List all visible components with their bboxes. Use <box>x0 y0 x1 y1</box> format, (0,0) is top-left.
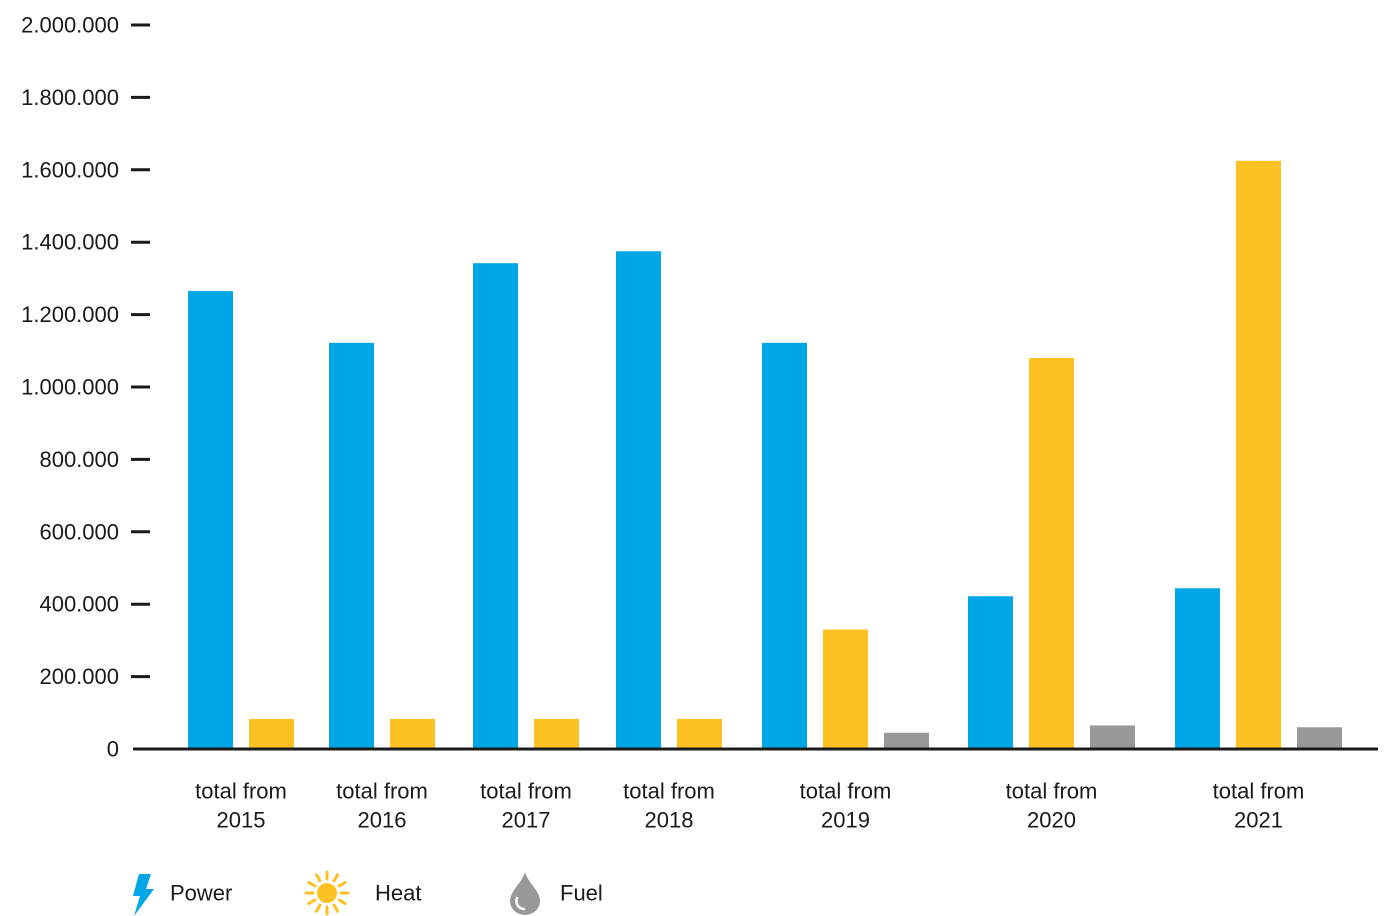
y-tick-label: 1.000.000 <box>21 375 119 400</box>
x-tick-label: 2016 <box>358 808 407 833</box>
y-tick-label: 400.000 <box>39 592 119 617</box>
bar-heat-2018 <box>677 718 722 749</box>
y-tick-label: 1.800.000 <box>21 85 119 110</box>
bar-power-2020 <box>968 596 1013 749</box>
bar-fuel-2021 <box>1297 727 1342 749</box>
bar-heat-2021 <box>1236 160 1281 749</box>
y-tick-label: 200.000 <box>39 664 119 689</box>
x-tick-label: total from <box>623 779 715 804</box>
y-tick-label: 0 <box>107 737 119 762</box>
x-tick-label: total from <box>800 779 892 804</box>
y-tick-label: 2.000.000 <box>21 13 119 38</box>
x-tick-label: 2015 <box>217 808 266 833</box>
x-tick-label: 2021 <box>1234 808 1283 833</box>
y-tick-label: 1.600.000 <box>21 157 119 182</box>
sun-icon <box>304 870 350 916</box>
legend-item-heat: Heat <box>304 870 421 916</box>
bar-power-2018 <box>616 251 661 749</box>
x-tick-label: total from <box>1213 779 1305 804</box>
y-tick-label: 1.400.000 <box>21 230 119 255</box>
category-labels: total from 2015 total from 2016 total from 20… <box>195 779 1304 833</box>
x-tick-label: 2019 <box>821 808 870 833</box>
bar-power-2021 <box>1175 588 1220 749</box>
legend-label: Fuel <box>560 881 603 906</box>
x-tick-label: total from <box>480 779 572 804</box>
legend-label: Power <box>170 881 232 906</box>
x-tick-label: total from <box>1006 779 1098 804</box>
bar-power-2017 <box>473 263 518 749</box>
bar-power-2019 <box>762 342 807 749</box>
legend-item-fuel: Fuel <box>510 872 603 915</box>
x-tick-label: 2020 <box>1027 808 1076 833</box>
legend: Power Heat Fuel <box>133 870 603 916</box>
legend-item-power: Power <box>133 874 232 916</box>
legend-label: Heat <box>375 881 421 906</box>
x-tick-label: total from <box>336 779 428 804</box>
droplet-icon <box>510 872 540 915</box>
y-tick-label: 800.000 <box>39 447 119 472</box>
bar-heat-2016 <box>390 718 435 749</box>
x-tick-label: 2018 <box>645 808 694 833</box>
bar-heat-2017 <box>534 718 579 749</box>
x-tick-label: 2017 <box>502 808 551 833</box>
y-tick-label: 600.000 <box>39 519 119 544</box>
bar-fuel-2019 <box>884 732 929 749</box>
y-axis: 0 200.000 400.000 600.000 800.000 1.000.000 1.… <box>21 13 150 762</box>
bar-power-2015 <box>188 291 233 749</box>
bar-heat-2019 <box>823 629 868 749</box>
y-tick-label: 1.200.000 <box>21 302 119 327</box>
lightning-bolt-icon <box>133 874 154 916</box>
bar-heat-2015 <box>249 718 294 749</box>
bar-fuel-2020 <box>1090 725 1135 749</box>
bar-heat-2020 <box>1029 358 1074 749</box>
bars <box>188 160 1342 749</box>
x-tick-label: total from <box>195 779 287 804</box>
bar-power-2016 <box>329 342 374 749</box>
